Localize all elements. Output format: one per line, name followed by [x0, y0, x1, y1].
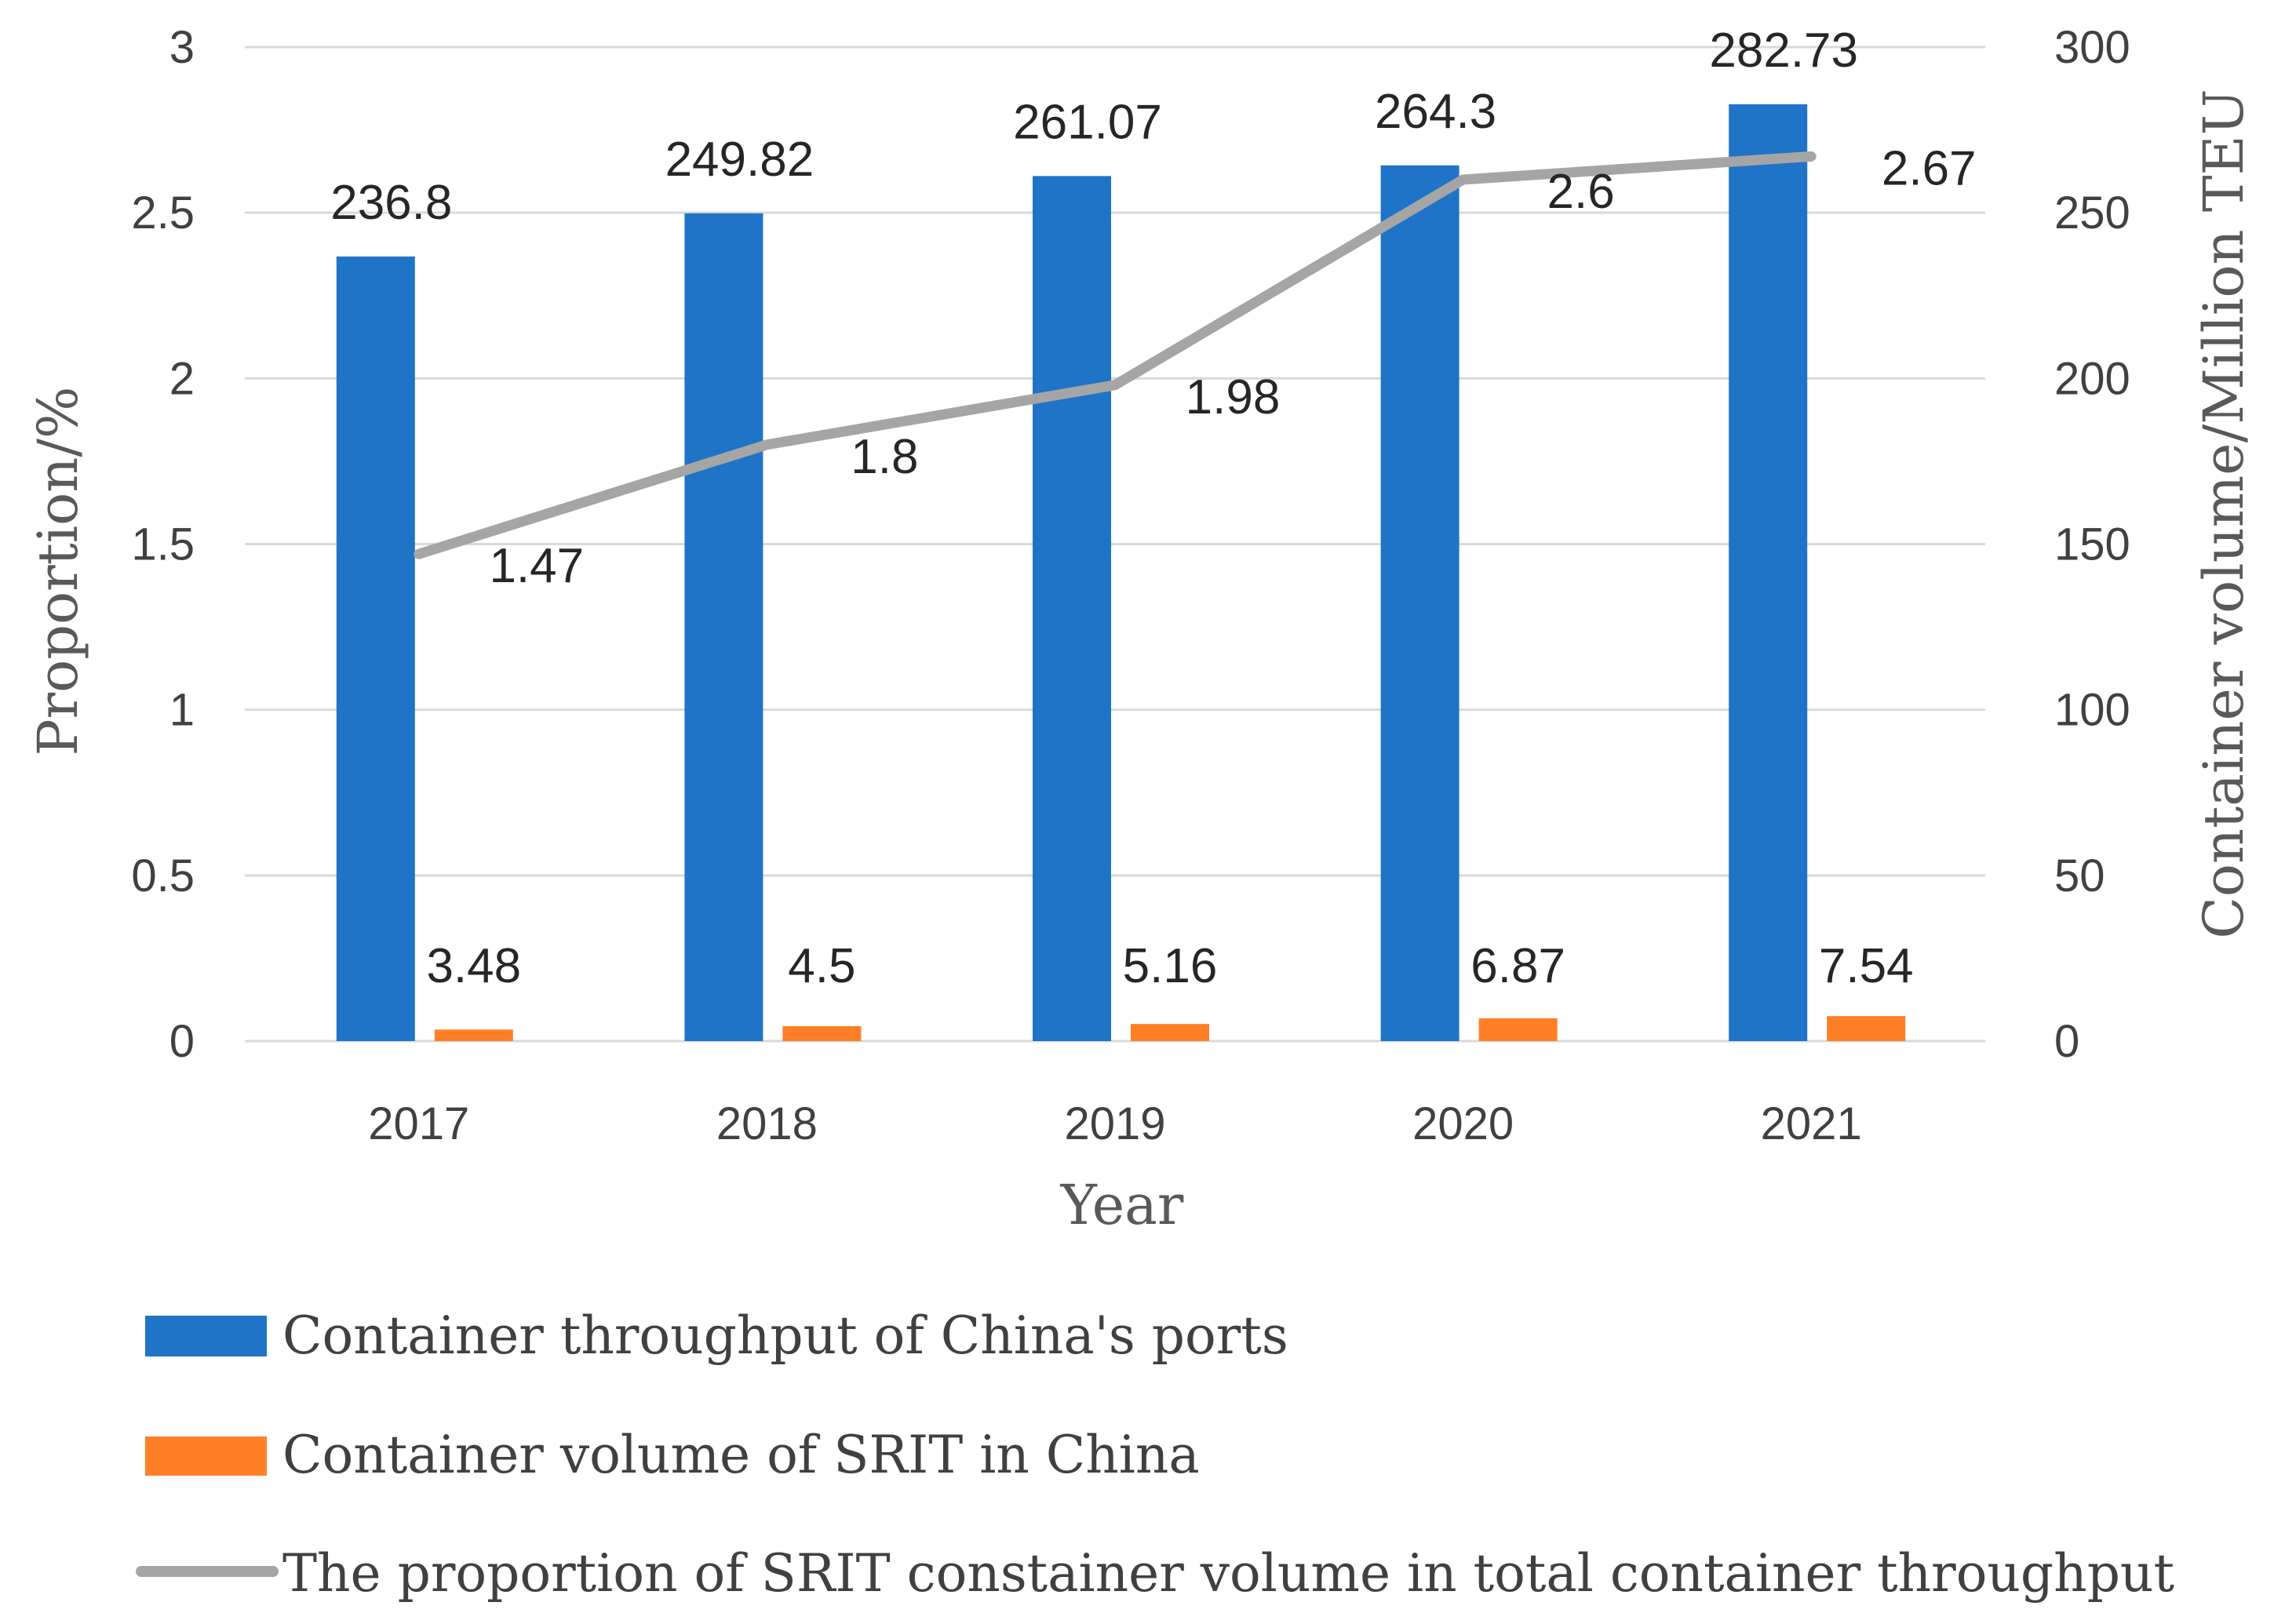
bar-srit-volume — [434, 1029, 513, 1041]
legend-label-srit-volume: Container volume of SRIT in China — [282, 1425, 1200, 1485]
y-left-tick-label: 2 — [169, 353, 195, 404]
line-point-proportion — [1458, 174, 1468, 184]
y-right-tick-label: 250 — [2054, 188, 2130, 239]
bar-throughput — [336, 256, 415, 1041]
y-left-tick-label: 0.5 — [131, 850, 195, 901]
data-label-proportion: 1.8 — [851, 430, 918, 484]
data-labels: 236.8 3.48 249.82 4.5 261.07 5.16 264.3 6.87 282… — [330, 24, 1976, 993]
y-axis-right-title: Container volume/Million TEU — [2192, 89, 2256, 938]
y-left-tick-label: 0 — [169, 1016, 195, 1067]
data-label-srit-volume: 7.54 — [1819, 939, 1914, 993]
legend-item-srit-volume: Container volume of SRIT in China — [145, 1425, 1200, 1485]
data-label-proportion: 1.98 — [1186, 370, 1281, 424]
y-left-tick-label: 1 — [169, 685, 195, 736]
data-label-srit-volume: 6.87 — [1470, 939, 1565, 993]
line-point-proportion — [1806, 151, 1817, 162]
y-right-tick-label: 50 — [2054, 850, 2105, 901]
data-label-proportion: 1.47 — [489, 539, 584, 593]
y-right-tick-label: 0 — [2054, 1016, 2079, 1067]
y-right-tick-label: 150 — [2054, 519, 2130, 570]
y-right-tick-label: 200 — [2054, 353, 2130, 404]
bar-throughput — [1033, 176, 1111, 1042]
data-label-srit-volume: 3.48 — [426, 939, 521, 993]
bar-throughput — [1380, 165, 1460, 1042]
data-label-throughput: 249.82 — [665, 133, 814, 187]
x-tick-label: 2017 — [368, 1098, 469, 1149]
data-label-proportion: 2.6 — [1547, 165, 1614, 219]
line-point-proportion — [414, 549, 424, 559]
x-tick-label: 2021 — [1761, 1098, 1862, 1149]
x-tick-label: 2018 — [716, 1098, 818, 1149]
data-label-throughput: 282.73 — [1709, 24, 1858, 78]
bar-throughput — [684, 213, 763, 1041]
data-label-throughput: 264.3 — [1375, 85, 1496, 139]
bar-srit-volume — [782, 1025, 862, 1041]
legend-label-throughput: Container throughput of China's ports — [282, 1305, 1288, 1366]
bar-throughput — [1729, 104, 1808, 1041]
bar-srit-volume — [1478, 1018, 1558, 1041]
y-left-tick-label: 2.5 — [131, 188, 195, 239]
bar-srit-volume — [1827, 1016, 1906, 1041]
y-left-tick-label: 1.5 — [131, 519, 195, 570]
y-axis-left-title: Proportion/% — [26, 387, 90, 756]
y-right-tick-label: 100 — [2054, 685, 2130, 736]
gridlines — [245, 46, 1985, 1043]
axes: 0 0 0.5 50 1 100 1.5 150 2 200 2.5 250 3 300 2017 2018 2… — [131, 22, 2130, 1149]
bars — [336, 104, 1906, 1042]
data-label-srit-volume: 4.5 — [788, 939, 855, 993]
line-point-proportion — [762, 439, 772, 450]
legend-label-proportion: The proportion of SRIT constainer volume… — [282, 1543, 2174, 1604]
x-tick-label: 2019 — [1064, 1098, 1165, 1149]
line-point-proportion — [1110, 380, 1120, 390]
legend-item-proportion: The proportion of SRIT constainer volume… — [136, 1543, 2174, 1604]
data-label-throughput: 236.8 — [330, 176, 452, 230]
bar-srit-volume — [1131, 1024, 1209, 1041]
y-right-tick-label: 300 — [2054, 22, 2130, 73]
data-label-throughput: 261.07 — [1013, 95, 1162, 149]
legend-item-throughput: Container throughput of China's ports — [145, 1305, 1288, 1366]
x-axis-title: Year — [1060, 1173, 1184, 1237]
legend: Container throughput of China's ports Co… — [136, 1305, 2174, 1604]
legend-swatch-throughput — [145, 1316, 267, 1356]
data-label-proportion: 2.67 — [1882, 141, 1977, 195]
data-label-srit-volume: 5.16 — [1123, 939, 1218, 993]
line-series — [414, 151, 1817, 559]
x-tick-label: 2020 — [1412, 1098, 1514, 1149]
y-left-tick-label: 3 — [169, 22, 195, 73]
legend-swatch-srit-volume — [145, 1436, 267, 1476]
